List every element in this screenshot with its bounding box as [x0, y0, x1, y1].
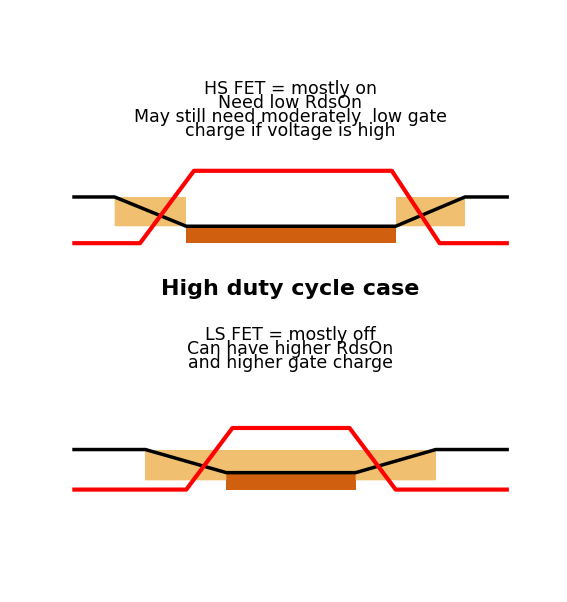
Text: High duty cycle case: High duty cycle case: [161, 279, 420, 299]
Text: LS FET = mostly off: LS FET = mostly off: [205, 326, 375, 344]
Text: HS FET = mostly on: HS FET = mostly on: [204, 80, 376, 98]
Text: Need low RdsOn: Need low RdsOn: [218, 94, 362, 112]
Polygon shape: [115, 197, 186, 226]
Polygon shape: [356, 450, 435, 480]
Polygon shape: [146, 450, 226, 480]
Text: May still need moderately  low gate: May still need moderately low gate: [134, 108, 447, 126]
Polygon shape: [396, 197, 465, 226]
Polygon shape: [186, 226, 396, 243]
Text: charge if voltage is high: charge if voltage is high: [185, 122, 395, 140]
Polygon shape: [396, 197, 465, 226]
Text: Can have higher RdsOn: Can have higher RdsOn: [187, 340, 393, 358]
Polygon shape: [115, 197, 186, 226]
Polygon shape: [226, 473, 356, 489]
Text: and higher gate charge: and higher gate charge: [188, 354, 393, 372]
Polygon shape: [146, 450, 435, 480]
